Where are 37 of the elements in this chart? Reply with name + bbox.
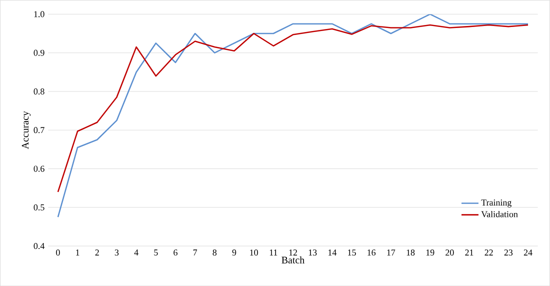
x-tick-label: 22 [484,249,493,256]
x-tick-label: 6 [174,249,178,256]
x-tick-label: 16 [368,249,376,256]
x-axis-title: Batch [282,256,304,264]
x-tick-label: 4 [134,249,138,256]
x-tick-label: 12 [289,249,297,256]
x-tick-label: 2 [95,249,99,256]
x-tick-label: 9 [232,249,236,256]
x-tick-label: 10 [250,249,258,256]
y-tick-label: 0.7 [34,126,44,134]
y-tick-label: 0.4 [34,242,45,249]
x-tick-label: 3 [114,249,119,256]
y-tick-label: 0.6 [34,166,44,172]
x-tick-label: 20 [446,249,454,256]
x-tick-label: 23 [504,249,513,256]
x-tick-label: 18 [406,249,415,256]
x-tick-label: 17 [387,249,396,256]
x-tick-label: 5 [154,249,158,256]
x-tick-label: 7 [193,249,198,256]
x-tick-label: 21 [465,249,474,256]
x-tick-label: 24 [524,249,532,256]
legend-label: Validation [481,210,518,218]
x-tick-label: 14 [328,249,336,256]
y-tick-label: 1.0 [34,11,44,18]
x-tick-label: 0 [56,249,60,256]
y-tick-label: 0.8 [34,88,44,94]
x-tick-label: 13 [308,249,317,256]
x-tick-label: 8 [212,249,217,256]
line-series [57,24,529,192]
x-tick-label: 1 [76,249,80,256]
x-tick-label: 19 [426,249,434,256]
x-tick-label: 15 [348,249,356,256]
legend-label: Training [481,199,512,208]
y-tick-label: 0.9 [34,50,44,56]
y-tick-label: 0.5 [34,204,44,210]
y-axis-title: Accuracy [22,110,31,149]
x-tick-label: 11 [270,249,278,256]
